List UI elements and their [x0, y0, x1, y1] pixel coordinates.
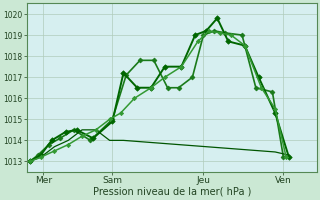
X-axis label: Pression niveau de la mer( hPa ): Pression niveau de la mer( hPa ) [92, 187, 251, 197]
